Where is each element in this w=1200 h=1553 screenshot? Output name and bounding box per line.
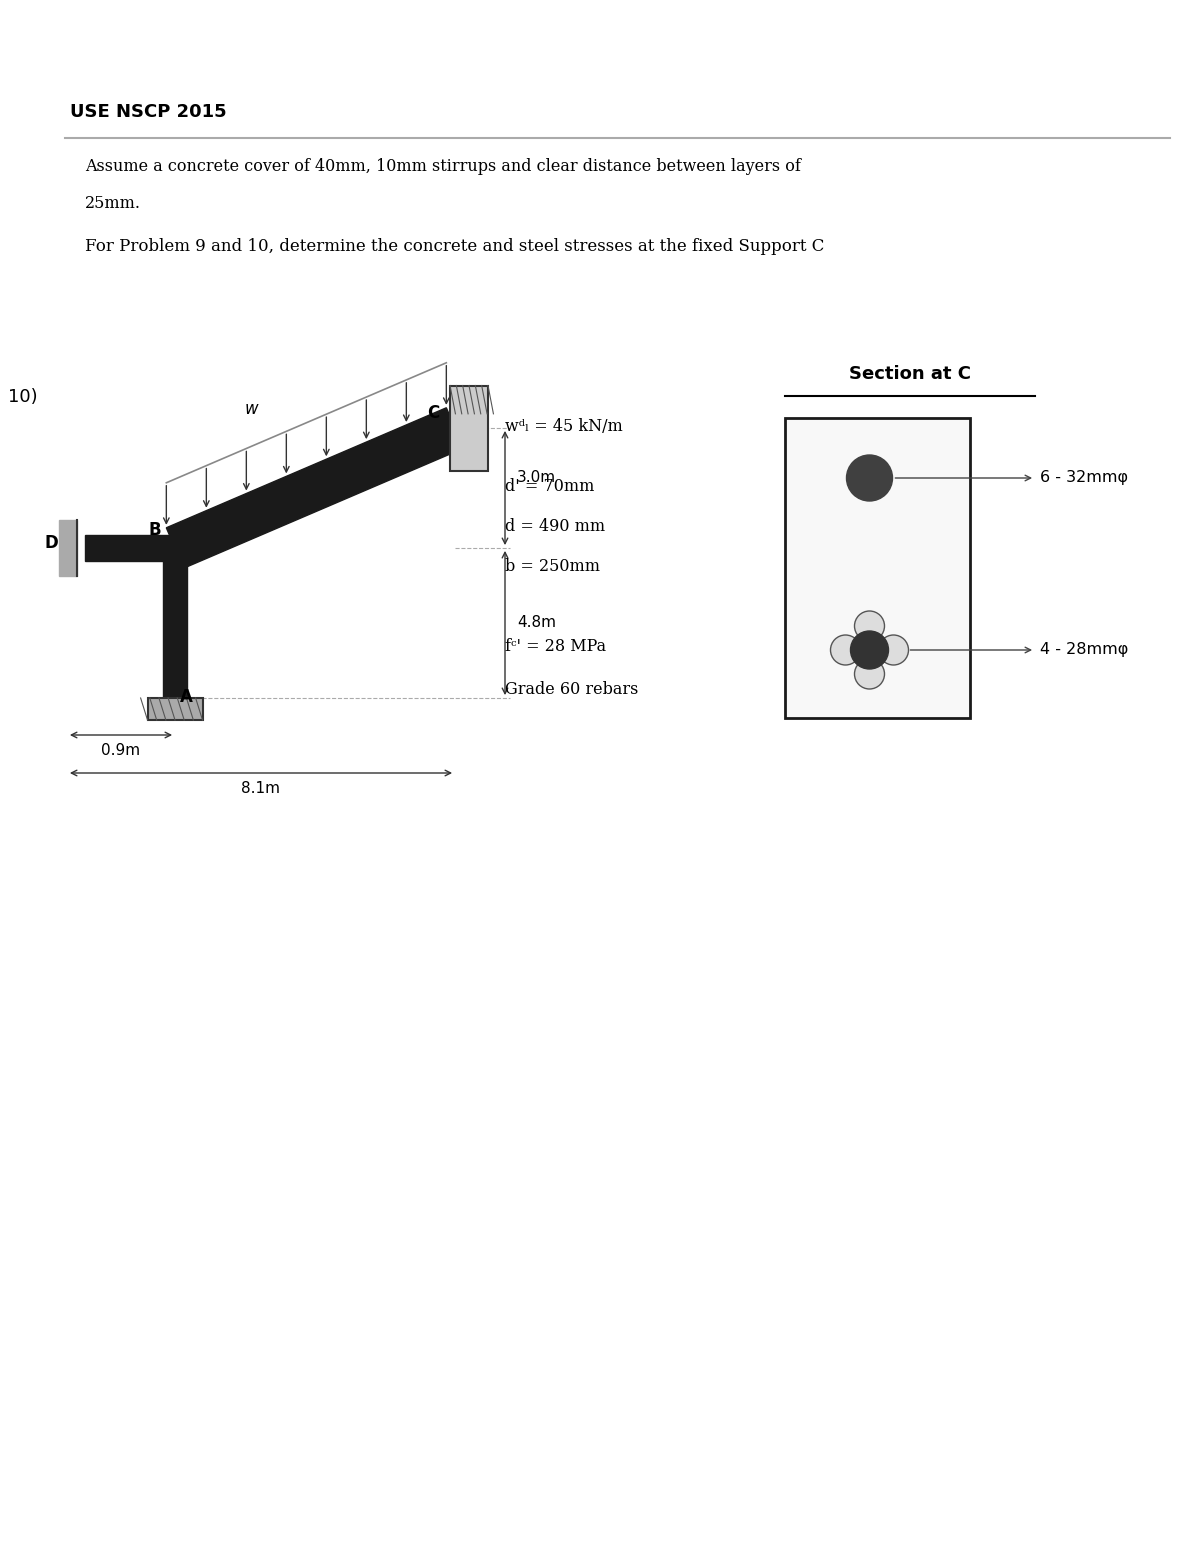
Text: 8.1m: 8.1m (241, 781, 281, 797)
Text: USE NSCP 2015: USE NSCP 2015 (70, 102, 227, 121)
Text: d' = 70mm: d' = 70mm (505, 478, 594, 495)
Text: 4 - 28mmφ: 4 - 28mmφ (1040, 643, 1128, 657)
Circle shape (851, 631, 888, 669)
Text: Section at C: Section at C (850, 365, 971, 384)
Text: Grade 60 rebars: Grade 60 rebars (505, 682, 638, 697)
Circle shape (854, 658, 884, 690)
Polygon shape (163, 548, 187, 697)
Text: Assume a concrete cover of 40mm, 10mm stirrups and clear distance between layers: Assume a concrete cover of 40mm, 10mm st… (85, 158, 800, 175)
Text: B: B (149, 520, 162, 539)
Text: 10): 10) (8, 388, 37, 405)
Circle shape (878, 635, 908, 665)
Text: 4.8m: 4.8m (517, 615, 556, 631)
Polygon shape (167, 408, 463, 568)
Text: 0.9m: 0.9m (102, 742, 140, 758)
Bar (785, 418, 970, 717)
Text: For Problem 9 and 10, determine the concrete and steel stresses at the fixed Sup: For Problem 9 and 10, determine the conc… (85, 238, 824, 255)
Circle shape (830, 635, 860, 665)
Text: fᶜ' = 28 MPa: fᶜ' = 28 MPa (505, 638, 606, 655)
Text: D: D (46, 534, 59, 551)
Text: 6 - 32mmφ: 6 - 32mmφ (1040, 471, 1128, 486)
Polygon shape (85, 534, 175, 561)
Text: A: A (180, 688, 193, 707)
Bar (148, 697, 203, 721)
Text: b = 250mm: b = 250mm (505, 558, 600, 575)
Text: wᵈₗ = 45 kN/m: wᵈₗ = 45 kN/m (505, 418, 623, 435)
Text: d = 490 mm: d = 490 mm (505, 519, 605, 534)
Text: 3.0m: 3.0m (517, 471, 556, 486)
Circle shape (846, 455, 893, 502)
Bar (450, 385, 488, 471)
Text: w: w (245, 399, 258, 418)
Text: C: C (427, 404, 439, 422)
Text: 25mm.: 25mm. (85, 196, 142, 213)
Circle shape (854, 610, 884, 641)
Polygon shape (59, 520, 77, 576)
